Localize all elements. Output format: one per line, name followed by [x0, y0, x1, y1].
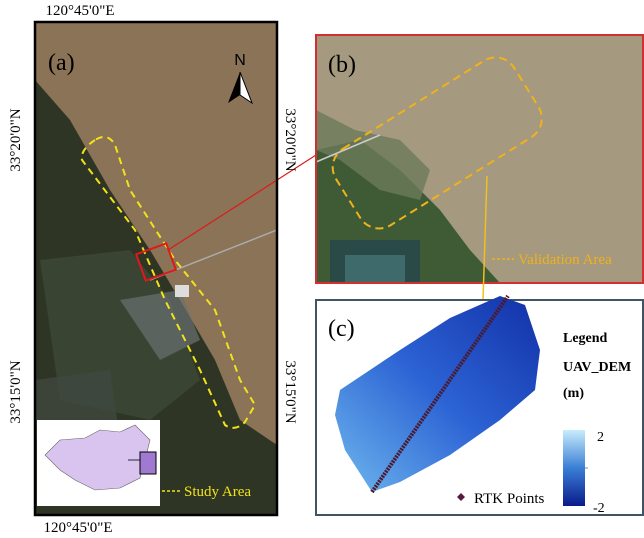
lon-label: 120°45'0"E	[44, 520, 113, 536]
lat-label: 33°20'0"N	[282, 108, 298, 171]
lat-label: 33°15'0"N	[8, 360, 24, 423]
figure: (a) N Study Area 120°45'0"E 120°45'0"E 3…	[0, 0, 644, 538]
rtk-label: RTK Points	[474, 491, 545, 507]
panel-b-image	[316, 35, 644, 283]
color-ramp	[563, 430, 585, 506]
legend-label: Validation Area	[518, 252, 612, 268]
lat-label: 33°15'0"N	[282, 360, 298, 423]
ramp-max: 2	[597, 430, 604, 445]
legend-label: Study Area	[184, 484, 251, 500]
lat-label: 33°20'0"N	[8, 108, 24, 171]
lon-label: 120°45'0"E	[46, 3, 115, 19]
ramp-min: -2	[593, 501, 605, 516]
panel-label: (c)	[328, 316, 355, 342]
legend-title: Legend	[563, 331, 608, 346]
unit-label: (m)	[563, 386, 584, 401]
panel-label: (b)	[328, 52, 356, 78]
inset-map	[37, 420, 160, 506]
north-label: N	[234, 52, 246, 69]
panel-label: (a)	[48, 50, 75, 76]
layer-name: UAV_DEM	[563, 360, 631, 375]
